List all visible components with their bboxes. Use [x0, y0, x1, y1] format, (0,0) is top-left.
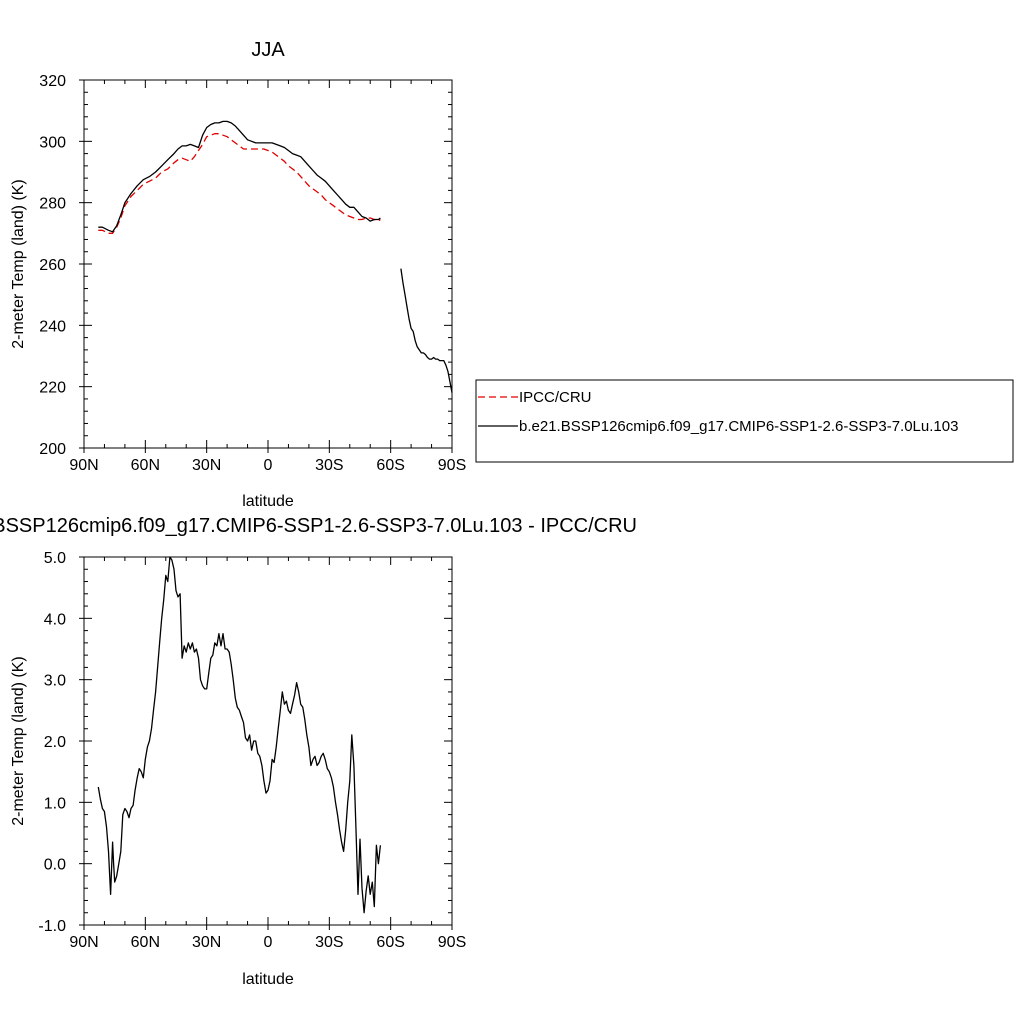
bottom-panel: b.e21.BSSP126cmip6.f09_g17.CMIP6-SSP1-2.…	[0, 515, 637, 988]
bottom-x-axis-label: latitude	[242, 971, 294, 988]
top-series-group	[98, 120, 453, 393]
top-x-tick-label: 0	[264, 457, 273, 474]
bottom-x-tick-label: 30S	[315, 934, 343, 951]
bottom-y-tick-label: 4.0	[44, 611, 66, 628]
bottom-x-tick-label: 90N	[69, 934, 98, 951]
top-y-tick-labels: 200 220 240 260 280 300 320	[39, 73, 66, 458]
legend-box	[475, 379, 1014, 463]
top-plot-frame	[83, 79, 453, 449]
bottom-y-tick-label: 3.0	[44, 673, 66, 690]
top-x-tick-label: 30N	[192, 457, 221, 474]
top-y-tick-label: 300	[39, 134, 66, 151]
top-y-axis-label: 2-meter Temp (land) (K)	[10, 179, 27, 349]
bottom-y-tick-label: -1.0	[38, 918, 66, 935]
bottom-y-tick-label: 0.0	[44, 857, 66, 874]
top-chart-title: JJA	[251, 39, 285, 61]
bottom-x-tick-label: 60N	[131, 934, 160, 951]
top-y-tick-label: 220	[39, 380, 66, 397]
bottom-y-axis-label: 2-meter Temp (land) (K)	[10, 656, 27, 826]
top-x-tick-label: 30S	[315, 457, 343, 474]
bottom-x-tick-label: 0	[264, 934, 273, 951]
top-y-tick-label: 200	[39, 441, 66, 458]
bottom-y-tick-label: 2.0	[44, 734, 66, 751]
bottom-y-tick-labels: -1.0 0.0 1.0 2.0 3.0 4.0 5.0	[38, 550, 66, 935]
bottom-y-tick-label: 1.0	[44, 795, 66, 812]
bottom-plot-frame	[83, 556, 453, 926]
bottom-series-group	[97, 556, 382, 914]
bottom-x-tick-label: 60S	[376, 934, 404, 951]
top-y-tick-label: 280	[39, 196, 66, 213]
bottom-x-tick-label: 30N	[192, 934, 221, 951]
legend-label-model: b.e21.BSSP126cmip6.f09_g17.CMIP6-SSP1-2.…	[519, 418, 958, 435]
bottom-x-tick-labels: 90N 60N 30N 0 30S 60S 90S	[69, 934, 466, 951]
top-y-tick-label: 260	[39, 257, 66, 274]
bottom-series-line-1	[97, 556, 382, 914]
top-series-line-2-seg2	[400, 268, 453, 393]
top-y-tick-label: 240	[39, 318, 66, 335]
bottom-y-tick-label: 5.0	[44, 550, 66, 567]
top-x-axis-label: latitude	[242, 493, 294, 510]
top-x-tick-label: 90N	[69, 457, 98, 474]
bottom-axes-ticks	[79, 556, 453, 930]
legend: IPCC/CRU b.e21.BSSP126cmip6.f09_g17.CMIP…	[475, 379, 1014, 463]
top-x-tick-labels: 90N 60N 30N 0 30S 60S 90S	[69, 457, 466, 474]
top-x-tick-label: 90S	[438, 457, 466, 474]
top-y-tick-label: 320	[39, 73, 66, 90]
legend-label-ipcc-cru: IPCC/CRU	[519, 389, 592, 406]
top-series-line-2-seg1	[98, 120, 381, 233]
bottom-chart-title: b.e21.BSSP126cmip6.f09_g17.CMIP6-SSP1-2.…	[0, 515, 637, 537]
top-x-tick-label: 60N	[131, 457, 160, 474]
top-x-tick-label: 60S	[376, 457, 404, 474]
top-panel: JJA 90N 60N 30N 0 30S 60S 90S 200 220 240 260 280 3…	[10, 39, 466, 510]
bottom-x-tick-label: 90S	[438, 934, 466, 951]
